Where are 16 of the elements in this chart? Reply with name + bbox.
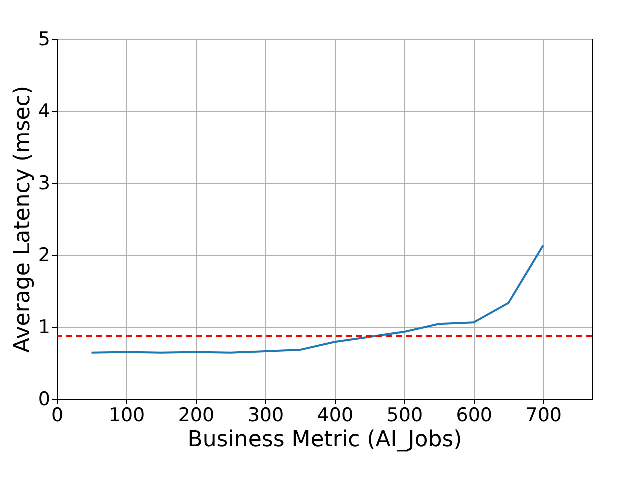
- x-tick-label: 100: [108, 404, 146, 426]
- y-axis-title: Average Latency (msec): [10, 86, 36, 353]
- x-tick-label: 300: [248, 404, 284, 426]
- x-tick-label: 700: [526, 404, 562, 426]
- y-tick-label: 3: [38, 172, 50, 194]
- y-tick-label: 4: [38, 100, 50, 122]
- y-tick-label: 1: [38, 316, 50, 338]
- x-tick-label: 400: [317, 404, 354, 426]
- y-tick-label: 0: [38, 388, 50, 410]
- x-tick-label: 600: [456, 404, 493, 426]
- line-series: [90, 244, 544, 354]
- x-tick-label: 500: [386, 404, 424, 426]
- x-tick-label: 200: [178, 404, 215, 426]
- y-tick-label: 5: [38, 28, 50, 50]
- y-tick-label: 2: [38, 244, 50, 266]
- x-axis-title: Business Metric (AI_Jobs): [188, 428, 462, 452]
